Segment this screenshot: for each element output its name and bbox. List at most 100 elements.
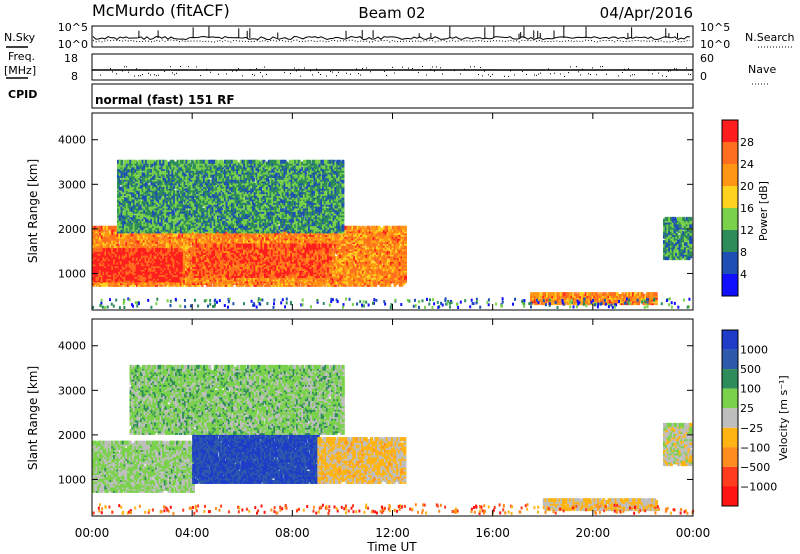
nave-point: [122, 70, 123, 71]
nave-point: [242, 75, 243, 76]
nave-point: [266, 74, 267, 75]
nave-point: [260, 72, 261, 73]
nave-label: Nave: [748, 63, 776, 76]
nave-point: [346, 73, 347, 74]
nave-point: [128, 72, 129, 73]
nave-point: [312, 74, 313, 75]
nave-point: [112, 71, 113, 72]
nave-point: [356, 68, 357, 69]
nave-point: [412, 68, 413, 69]
nave-point: [284, 72, 285, 73]
nave-point: [464, 69, 465, 70]
nave-point: [554, 73, 555, 74]
nave-point: [600, 66, 601, 67]
nave-point: [218, 74, 219, 75]
nave-point: [226, 73, 227, 74]
nave-point: [602, 66, 603, 67]
nave-point: [366, 68, 367, 69]
heatmap-cell: [106, 229, 109, 233]
nave-point: [674, 68, 675, 69]
date-title: 04/Apr/2016: [600, 4, 693, 22]
nave-point: [290, 73, 291, 74]
nave-point: [624, 69, 625, 70]
nave-point: [196, 66, 197, 67]
nave-point: [634, 74, 635, 75]
nave-point: [254, 75, 255, 76]
nave-point: [550, 73, 551, 74]
freq-tick-low: 8: [71, 70, 78, 83]
nave-point: [232, 71, 233, 72]
nave-point: [188, 66, 189, 67]
nave-point: [116, 73, 117, 74]
nave-point: [652, 73, 653, 74]
nave-point: [326, 76, 327, 77]
nave-point: [316, 68, 317, 69]
nave-point: [454, 70, 455, 71]
nave-point: [596, 74, 597, 75]
nave-point: [394, 73, 395, 74]
nave-point: [662, 75, 663, 76]
nave-point: [668, 71, 669, 72]
nave-point: [588, 73, 589, 74]
nave-point: [238, 68, 239, 69]
nave-point: [548, 68, 549, 69]
nave-point: [252, 74, 253, 75]
nave-point: [418, 72, 419, 73]
nave-point: [480, 67, 481, 68]
station-title: McMurdo (fitACF): [92, 1, 230, 20]
nave-point: [296, 70, 297, 71]
nave-point: [504, 76, 505, 77]
noise-series: [93, 26, 690, 42]
nave-point: [470, 66, 471, 67]
noise-left-tick-high: 10^5: [58, 21, 88, 34]
freq-series: [92, 66, 693, 77]
noise-search-line: [93, 40, 690, 42]
nave-point: [370, 71, 371, 72]
freq-label-line1: Freq.: [8, 50, 35, 63]
nave-point: [432, 66, 433, 67]
nave-point: [686, 67, 687, 68]
nave-point: [490, 76, 491, 77]
nave-point: [592, 67, 593, 68]
nave-point: [336, 75, 337, 76]
nave-point: [126, 66, 127, 67]
nave-point: [692, 69, 693, 70]
noise-sky-line: [93, 37, 690, 40]
nave-point: [318, 72, 319, 73]
nave-point: [332, 72, 333, 73]
nave-point: [156, 75, 157, 76]
nave-point: [176, 73, 177, 74]
nave-point: [180, 66, 181, 67]
nave-point: [482, 75, 483, 76]
nave-point: [522, 71, 523, 72]
nave-point: [408, 68, 409, 69]
nave-point: [102, 69, 103, 70]
nave-point: [576, 66, 577, 67]
nave-point: [178, 69, 179, 70]
noise-right-label: N.Search: [745, 31, 795, 44]
nave-point: [478, 74, 479, 75]
heatmap-cell: [174, 233, 177, 237]
nave-point: [224, 69, 225, 70]
noise-left-tick-low: 10^0: [58, 38, 88, 51]
nave-point: [474, 66, 475, 67]
nave-point: [210, 72, 211, 73]
nave-point: [360, 75, 361, 76]
nave-point: [344, 69, 345, 70]
nave-point: [560, 74, 561, 75]
nave-point: [110, 68, 111, 69]
nave-point: [508, 76, 509, 77]
nave-point: [402, 67, 403, 68]
nave-point: [256, 68, 257, 69]
nave-point: [690, 74, 691, 75]
nave-point: [654, 70, 655, 71]
nave-point: [460, 74, 461, 75]
nave-point: [670, 70, 671, 71]
nave-point: [250, 69, 251, 70]
nave-point: [124, 66, 125, 67]
nave-point: [440, 67, 441, 68]
nave-point: [578, 71, 579, 72]
nave-point: [200, 75, 201, 76]
nave-point: [542, 70, 543, 71]
nave-point: [534, 74, 535, 75]
